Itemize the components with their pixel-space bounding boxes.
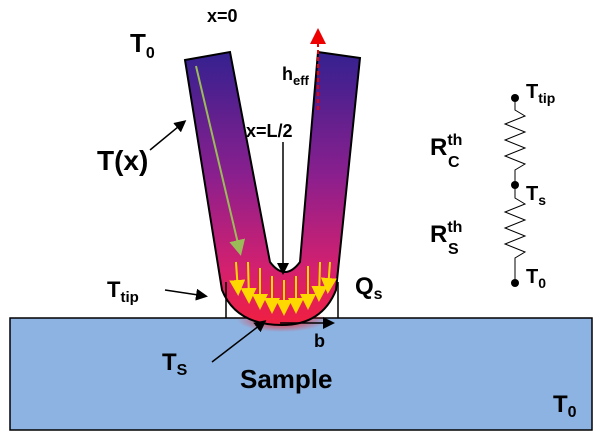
label-heff: heff [282, 64, 310, 88]
x-axis-arrow [195, 65, 246, 256]
label-t0-sample: T0 [553, 391, 577, 421]
thermal-circuit [503, 94, 527, 287]
sample-block [9, 317, 593, 431]
label-t0: T0 [130, 28, 155, 62]
label-b: b [314, 331, 325, 351]
label-xl2: x=L/2 [246, 121, 293, 141]
node [511, 279, 519, 287]
node [511, 94, 519, 102]
circuit-ts: Ts [526, 183, 546, 208]
heat-flux-arrows [229, 261, 337, 316]
resistor-chain [503, 98, 527, 283]
label-tx: T(x) [97, 145, 148, 176]
label-qs: Qs [355, 273, 383, 303]
label-ts: TS [162, 349, 188, 379]
circuit-t0: T0 [526, 266, 546, 291]
label-x0: x=0 [207, 6, 238, 26]
label-ttip: Ttip [107, 277, 139, 306]
circuit-ttip: Ttip [526, 81, 555, 106]
circuit-rs: Rth S [430, 219, 462, 258]
label-sample: Sample [240, 364, 333, 394]
pointer-arrows [149, 120, 339, 363]
node [511, 181, 519, 189]
circuit-rc: Rth C [430, 132, 462, 171]
